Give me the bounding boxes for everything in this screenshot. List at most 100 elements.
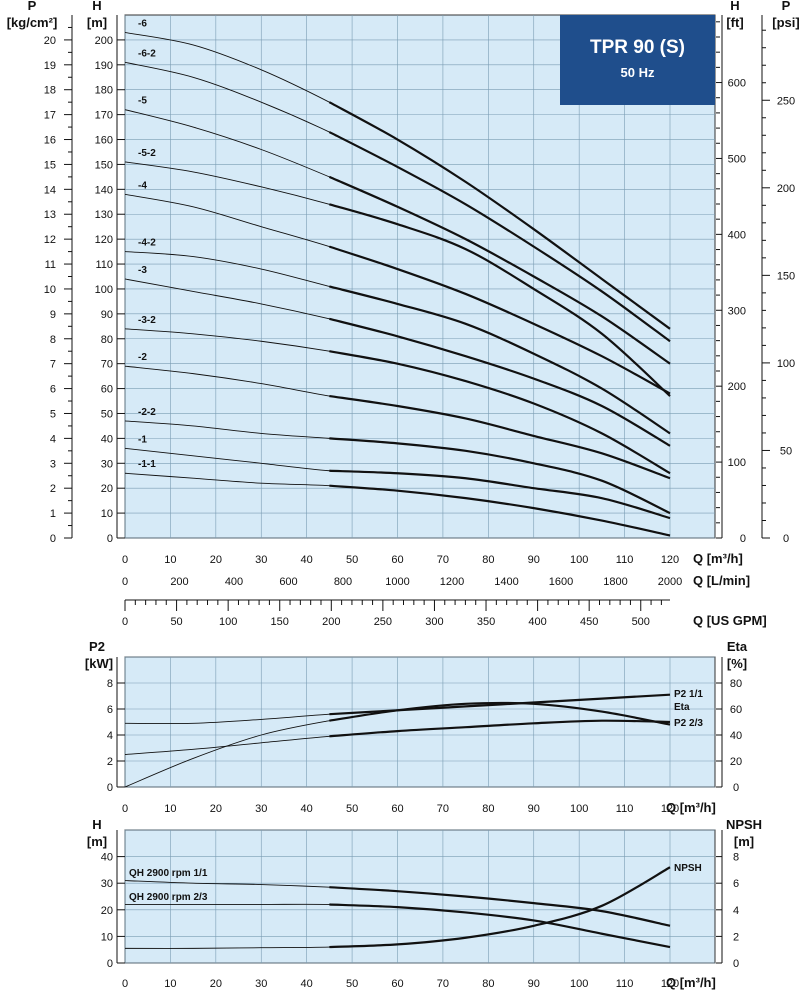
p2-full-label: P2 1/1 [674,689,703,700]
p-kg-tick-label: 2 [50,483,56,495]
qh-h-tick-label: 20 [101,905,113,917]
p-kg-tick-label: 8 [50,334,56,346]
p-psi-axis-title: P [782,0,791,13]
qh-q-tick-label: 70 [437,978,449,990]
p-kg-tick-label: 19 [44,60,56,72]
head-curve-label: -4-2 [138,238,156,249]
q-lmin-tick-label: 1000 [385,576,409,588]
qh-q-tick-label: 30 [255,978,267,990]
power-q-tick-label: 60 [391,803,403,815]
power-q-tick-label: 110 [616,803,634,815]
eta-tick-label: 0 [733,782,739,794]
p-kg-tick-label: 5 [50,408,56,420]
p-kg-tick-label: 7 [50,359,56,371]
h-m-tick-label: 30 [101,458,113,470]
power-q-tick-label: 30 [255,803,267,815]
h-m-tick-label: 20 [101,483,113,495]
head-curve-label: -5 [138,96,147,107]
h-m-axis-title: H [92,0,101,13]
h-m-tick-label: 140 [95,184,113,196]
power-q-tick-label: 70 [437,803,449,815]
q-gpm-tick-label: 50 [170,616,182,628]
h-m-tick-label: 110 [95,259,113,271]
head-curve-line-bold [329,394,671,480]
q-lmin-tick-label: 0 [122,576,128,588]
qh-q-tick-label: 60 [391,978,403,990]
eta-axis-unit: [%] [727,656,747,671]
h-m-tick-label: 170 [95,110,113,122]
q-m3h-tick-label: 40 [301,554,313,566]
p2-tick-label: 2 [107,756,113,768]
head-curve-label: -5-2 [138,148,156,159]
qh-q-tick-label: 10 [164,978,176,990]
qh-partial-label: QH 2900 rpm 2/3 [129,892,208,903]
p-kg-tick-label: 16 [44,135,56,147]
h-m-tick-label: 80 [101,334,113,346]
q-lmin-tick-label: 600 [279,576,297,588]
h-m-tick-label: 200 [95,35,113,47]
p2-tick-label: 6 [107,704,113,716]
h-m-tick-label: 50 [101,408,113,420]
p-kg-tick-label: 18 [44,85,56,97]
p-kg-tick-label: 11 [45,259,56,271]
q-lmin-tick-label: 2000 [658,576,682,588]
h-m-tick-label: 60 [101,384,113,396]
h-m-tick-label: 40 [101,433,113,445]
qh-full-label: QH 2900 rpm 1/1 [129,868,208,879]
eta-label: Eta [674,702,690,713]
h-m-tick-label: 100 [95,284,113,296]
q-m3h-tick-label: 0 [122,554,128,566]
power-q-tick-label: 120 [661,803,679,815]
h-ft-tick-label: 0 [740,533,746,545]
q-lmin-axis-label: Q [L/min] [693,573,750,588]
p-psi-tick-label: 0 [783,533,789,545]
q-m3h-tick-label: 70 [437,554,449,566]
h-ft-tick-label: 200 [728,381,746,393]
h-ft-axis-title: H [730,0,739,13]
qh-q-tick-label: 40 [301,978,313,990]
qh-q-tick-label: 100 [570,978,588,990]
h-m-axis-unit: [m] [87,15,107,30]
npsh-tick-label: 8 [733,852,739,864]
head-curve-line-bold [329,285,671,435]
q-lmin-tick-label: 800 [334,576,352,588]
h-ft-tick-label: 400 [728,229,746,241]
qh-h-tick-label: 10 [101,931,113,943]
qh-curve-line-bold [329,886,671,927]
power-q-tick-label: 100 [570,803,588,815]
q-gpm-tick-label: 0 [122,616,128,628]
h-m-tick-label: 150 [95,159,113,171]
power-q-tick-label: 90 [528,803,540,815]
h-m-tick-label: 120 [95,234,113,246]
power-q-axis-label: Q [m³/h] [666,800,716,815]
p2-tick-label: 4 [107,730,113,742]
p-kg-tick-label: 12 [44,234,56,246]
q-gpm-tick-label: 300 [425,616,443,628]
power-q-tick-label: 0 [122,803,128,815]
q-lmin-tick-label: 1600 [549,576,573,588]
eta-tick-label: 40 [730,730,742,742]
frequency-label: 50 Hz [620,65,655,80]
h-ft-tick-label: 100 [728,457,746,469]
npsh-axis-unit: [m] [734,834,754,849]
h-m-tick-label: 190 [95,60,113,72]
eta-tick-label: 80 [730,678,742,690]
qh-q-tick-label: 120 [661,978,679,990]
q-m3h-tick-label: 30 [255,554,267,566]
head-curve-label: -6 [138,18,147,29]
p-psi-tick-label: 100 [777,358,795,370]
npsh-tick-label: 4 [733,905,739,917]
h-ft-tick-label: 300 [728,305,746,317]
q-m3h-tick-label: 60 [391,554,403,566]
qh-q-tick-label: 0 [122,978,128,990]
p-kg-tick-label: 1 [50,508,56,520]
p-kg-axis-title: P [28,0,37,13]
qh-q-tick-label: 50 [346,978,358,990]
p-kg-tick-label: 0 [50,533,56,545]
p-psi-tick-label: 50 [780,445,792,457]
q-m3h-axis-label: Q [m³/h] [693,551,743,566]
qh-q-tick-label: 80 [482,978,494,990]
q-m3h-tick-label: 120 [661,554,679,566]
npsh-label: NPSH [674,863,702,874]
p-psi-tick-label: 150 [777,270,795,282]
